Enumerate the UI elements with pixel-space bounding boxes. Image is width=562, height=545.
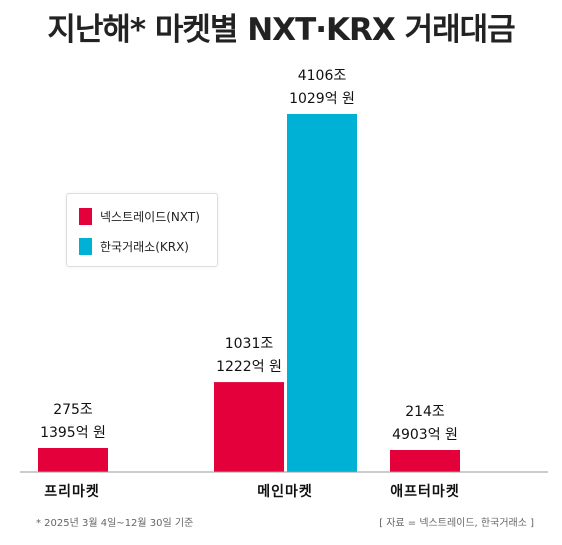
data-label-nxt-3-a: 214조	[405, 404, 445, 420]
legend-label-nxt: 넥스트레이드(NXT)	[100, 210, 200, 224]
chart-title: 지난해* 마켓별 NXT·KRX 거래대금	[47, 12, 515, 48]
x-tick-label-2: 메인마켓	[257, 483, 313, 500]
x-tick-label-1: 프리마켓	[44, 483, 100, 500]
bar-nxt-3	[390, 450, 460, 472]
data-label-nxt-1-b: 1395억 원	[40, 425, 106, 441]
legend-label-krx: 한국거래소(KRX)	[100, 240, 189, 254]
data-label-nxt-2-b: 1222억 원	[216, 359, 282, 375]
legend-item-nxt: 넥스트레이드(NXT)	[79, 208, 200, 225]
data-label-krx-2-a: 4106조	[298, 68, 347, 84]
data-label-nxt-2-a: 1031조	[225, 336, 274, 352]
x-tick-label-3: 애프터마켓	[390, 483, 459, 500]
data-label-nxt-1-a: 275조	[53, 402, 93, 418]
bar-nxt-2	[214, 382, 284, 472]
legend-swatch-krx	[79, 238, 92, 255]
chart-legend: 넥스트레이드(NXT) 한국거래소(KRX)	[66, 193, 218, 267]
data-label-nxt-3-b: 4903억 원	[392, 427, 458, 443]
bar-nxt-1	[38, 448, 108, 472]
source-note: [ 자료 = 넥스트레이드, 한국거래소 ]	[379, 518, 534, 529]
legend-item-krx: 한국거래소(KRX)	[79, 238, 189, 255]
legend-swatch-nxt	[79, 208, 92, 225]
footnote: * 2025년 3월 4일~12월 30일 기준	[36, 518, 194, 529]
bar-krx-2	[287, 114, 357, 472]
data-label-krx-2-b: 1029억 원	[289, 91, 355, 107]
